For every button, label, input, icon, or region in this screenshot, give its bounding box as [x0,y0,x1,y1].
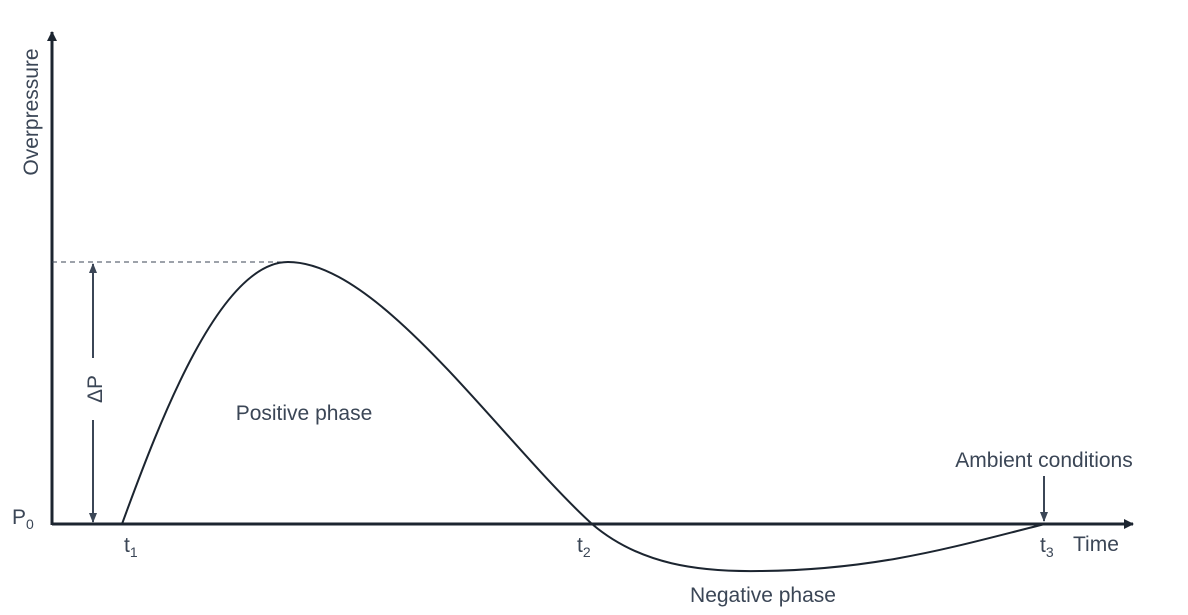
t3-label: t3 [1040,534,1054,560]
t1-label: t1 [124,534,138,560]
x-axis-label: Time [1073,533,1119,556]
t3-sub: 3 [1046,544,1054,560]
p0-sub: 0 [26,516,34,532]
t1-base: t [124,534,130,557]
delta-p-label: ΔP [84,375,107,403]
y-axis-label: Overpressure [20,48,43,175]
t2-base: t [577,534,583,557]
t1-sub: 1 [130,544,138,560]
t2-sub: 2 [583,544,591,560]
negative-phase-label: Negative phase [690,584,836,607]
positive-phase-label: Positive phase [236,402,373,425]
t2-label: t2 [577,534,591,560]
p0-base: P [12,506,26,529]
t3-base: t [1040,534,1046,557]
p0-label: P0 [12,506,34,532]
ambient-label: Ambient conditions [955,449,1132,472]
pressure-curve [121,260,1046,573]
